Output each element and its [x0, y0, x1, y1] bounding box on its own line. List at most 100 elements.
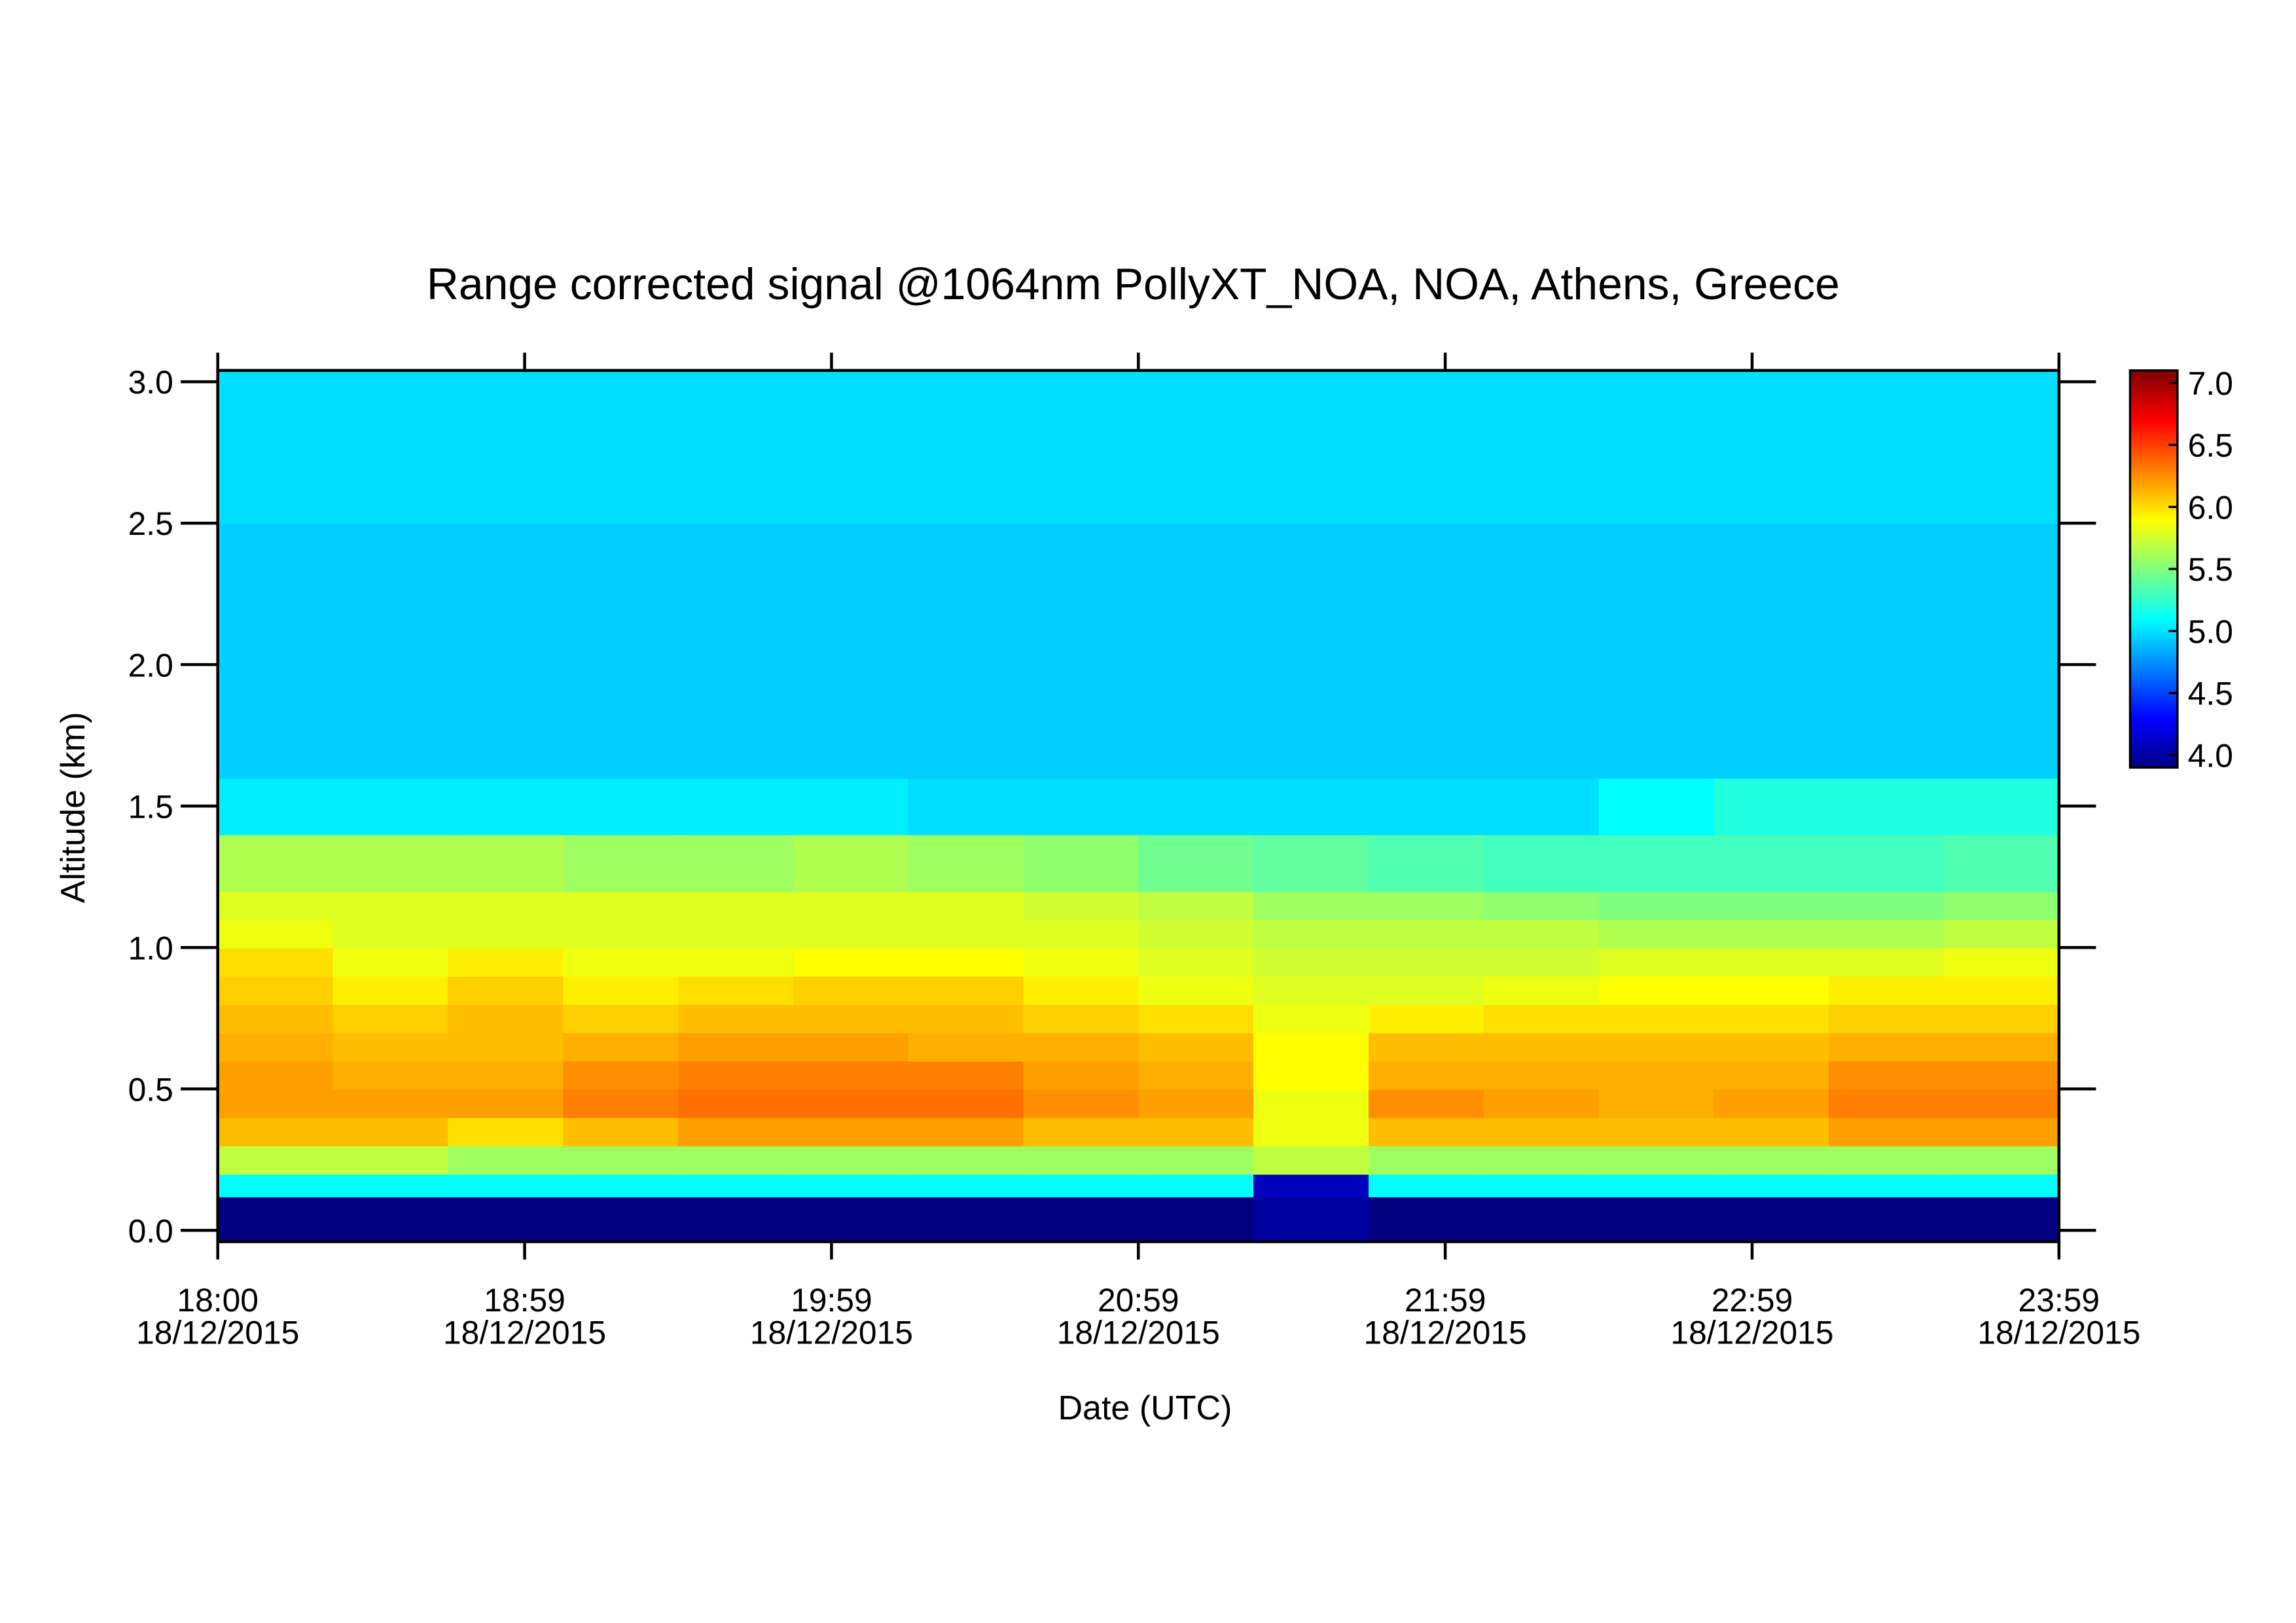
heatmap-cell [563, 1117, 679, 1147]
colorbar-segment [2130, 469, 2178, 474]
heatmap-cell [563, 1032, 679, 1062]
x-tick-label: 18/12/2015 [750, 1315, 913, 1351]
heatmap-cell [1138, 947, 1255, 977]
colorbar-tick-label: 4.5 [2188, 676, 2233, 712]
heatmap-cell [1713, 1117, 1830, 1147]
heatmap-cell [908, 834, 1024, 892]
heatmap-cell [1713, 1145, 1830, 1175]
colorbar-segment [2130, 661, 2178, 666]
heatmap-cell [332, 1117, 449, 1147]
heatmap-cell [1829, 1145, 1945, 1175]
heatmap-cell [563, 1145, 679, 1175]
x-tick-label: 21:59 [1405, 1282, 1486, 1319]
heatmap-cell [908, 777, 1024, 835]
colorbar-segment [2130, 592, 2178, 596]
x-tick-label: 18:00 [177, 1282, 259, 1319]
heatmap-cell [1023, 890, 1139, 921]
y-tick-label: 1.0 [128, 930, 173, 966]
colorbar-segment [2130, 516, 2178, 520]
colorbar-segment [2130, 718, 2178, 722]
heatmap-cell [1138, 1145, 1255, 1175]
x-tick-label: 19:59 [791, 1282, 872, 1319]
colorbar-segment [2130, 466, 2178, 471]
heatmap-cell [1253, 1196, 1370, 1243]
heatmap-cell [793, 1117, 909, 1147]
heatmap-cell [677, 1173, 795, 1197]
heatmap-cell [448, 777, 564, 835]
colorbar-segment [2130, 426, 2178, 431]
colorbar-segment [2130, 370, 2178, 374]
heatmap-cell [563, 1089, 679, 1118]
heatmap-cell [332, 665, 449, 779]
colorbar-segment [2130, 403, 2178, 408]
heatmap-cell [1138, 1089, 1255, 1118]
colorbar-segment [2130, 695, 2178, 699]
heatmap-cell [1023, 1117, 1139, 1147]
colorbar-segment [2130, 751, 2178, 756]
heatmap-cell [448, 1004, 564, 1034]
heatmap-cell [908, 1196, 1024, 1243]
heatmap-cell [563, 523, 679, 666]
colorbar-tick-label: 4.0 [2188, 737, 2233, 774]
heatmap-cell [1829, 1061, 1945, 1090]
colorbar-segment [2130, 602, 2178, 606]
colorbar-segment [2130, 618, 2178, 623]
y-tick-label: 2.0 [128, 647, 173, 684]
heatmap-cell [1368, 1145, 1485, 1175]
heatmap-cell [217, 890, 334, 921]
colorbar-segment [2130, 562, 2178, 567]
colorbar-segment [2130, 648, 2178, 653]
heatmap-cell [332, 947, 449, 977]
heatmap-cell [332, 890, 449, 921]
colorbar-segment [2130, 585, 2178, 590]
heatmap-cell [793, 919, 909, 949]
colorbar-segment [2130, 625, 2178, 630]
colorbar-segment [2130, 456, 2178, 461]
heatmap-cell [793, 523, 909, 666]
colorbar-segment [2130, 615, 2178, 620]
heatmap-cell [1253, 1173, 1370, 1197]
heatmap-cell [908, 976, 1024, 1005]
heatmap-cell [217, 1145, 334, 1175]
heatmap-cell [1368, 976, 1485, 1005]
colorbar-segment [2130, 423, 2178, 428]
heatmap-cell [332, 919, 449, 949]
colorbar-segment [2130, 529, 2178, 534]
heatmap-cell [908, 370, 1024, 524]
heatmap-cell [1253, 1089, 1370, 1118]
heatmap-cell [908, 1061, 1024, 1090]
heatmap-cell [1023, 947, 1139, 977]
heatmap-cell [793, 976, 909, 1005]
colorbar-segment [2130, 575, 2178, 580]
heatmap-cell [1483, 1196, 1600, 1243]
heatmap-cell [1253, 976, 1370, 1005]
heatmap-cell [908, 890, 1024, 921]
heatmap-cell [448, 919, 564, 949]
heatmap-cell [1598, 947, 1715, 977]
heatmap-cell [1023, 1004, 1139, 1034]
heatmap-cell [1138, 834, 1255, 892]
heatmap-cell [677, 1089, 795, 1118]
colorbar-segment [2130, 655, 2178, 659]
y-tick-label: 0.0 [128, 1213, 173, 1249]
heatmap-cell [1483, 1173, 1600, 1197]
heatmap-cell [1253, 1061, 1370, 1090]
colorbar-segment [2130, 579, 2178, 583]
colorbar-segment [2130, 740, 2178, 746]
colorbar-segment [2130, 373, 2178, 378]
heatmap-cell [448, 370, 564, 524]
colorbar-tick-label: 5.0 [2188, 613, 2233, 650]
heatmap-cell [1253, 890, 1370, 921]
heatmap-cell [908, 1117, 1024, 1147]
colorbar-segment [2130, 390, 2178, 395]
heatmap-cell [908, 947, 1024, 977]
colorbar-segment [2130, 638, 2178, 643]
colorbar-segment [2130, 407, 2178, 411]
colorbar-segment [2130, 489, 2178, 494]
heatmap-cell [1944, 1173, 2060, 1197]
heatmap-cell [217, 1089, 334, 1118]
heatmap-cell [908, 1145, 1024, 1175]
chart-title: Range corrected signal @1064nm PollyXT_N… [427, 260, 1840, 309]
heatmap-cell [332, 1061, 449, 1090]
heatmap-cell [1483, 947, 1600, 977]
